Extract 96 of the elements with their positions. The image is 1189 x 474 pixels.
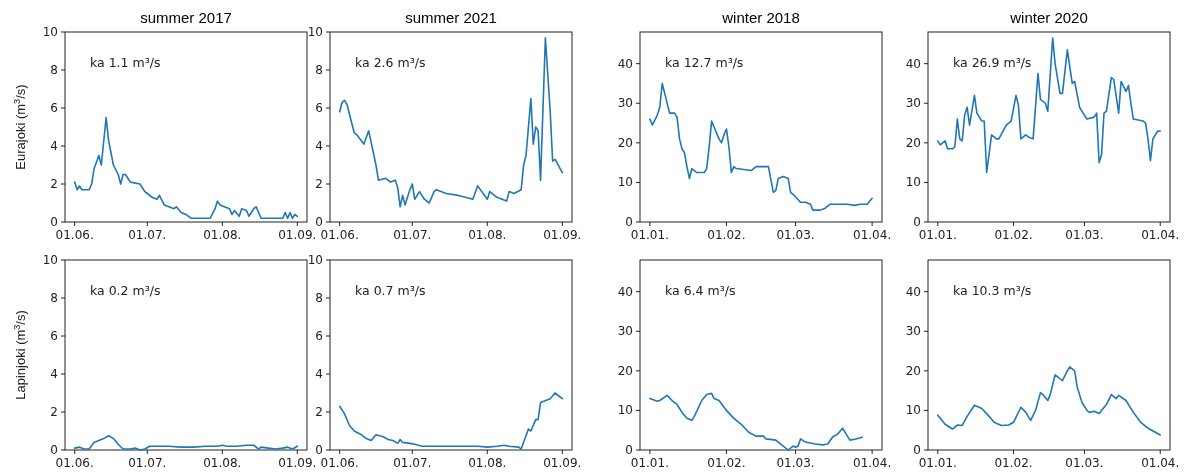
y-tick-label: 4 — [315, 139, 323, 153]
y-tick-label: 30 — [905, 324, 921, 339]
y-tick-label: 6 — [50, 101, 58, 115]
x-tick-label: 01.01. — [630, 456, 669, 470]
line-series — [649, 82, 873, 211]
y-tick-label: 10 — [42, 253, 58, 267]
y-tick-label: 0 — [625, 215, 633, 229]
x-tick-label: 01.04. — [1141, 228, 1180, 242]
y-tick-label: 30 — [617, 324, 633, 339]
annotation: ka 6.4 m³/s — [665, 283, 736, 298]
x-tick-label: 01.02. — [707, 228, 746, 242]
y-tick-label: 8 — [50, 291, 58, 305]
y-tick-label: 2 — [50, 405, 58, 419]
y-tick-label: 20 — [617, 363, 633, 378]
y-tick-label: 8 — [50, 63, 58, 77]
annotation: ka 1.1 m³/s — [90, 55, 161, 70]
y-tick-label: 8 — [315, 291, 323, 305]
annotation: ka 0.2 m³/s — [90, 283, 161, 298]
y-tick-label: 4 — [50, 367, 58, 381]
y-tick-label: 2 — [315, 177, 323, 191]
x-tick-label: 01.03. — [1065, 456, 1104, 470]
x-tick-label: 01.07. — [393, 228, 432, 242]
y-tick-label: 0 — [315, 215, 323, 229]
y-tick-label: 0 — [50, 443, 58, 457]
y-tick-label: 8 — [315, 63, 323, 77]
y-tick-label: 10 — [42, 25, 58, 39]
y-tick-label: 40 — [617, 56, 633, 71]
chart-title: summer 2021 — [405, 9, 497, 26]
x-tick-label: 01.01. — [918, 228, 957, 242]
y-tick-label: 30 — [905, 96, 921, 111]
y-tick-label: 0 — [625, 443, 633, 457]
x-tick-label: 01.06. — [320, 228, 359, 242]
y-tick-label: 10 — [617, 403, 633, 418]
x-tick-label: 01.06. — [320, 456, 359, 470]
x-tick-label: 01.01. — [630, 228, 669, 242]
x-tick-label: 01.07. — [128, 228, 167, 242]
y-tick-label: 40 — [905, 284, 921, 299]
line-series — [338, 392, 564, 450]
x-tick-label: 01.09. — [278, 228, 317, 242]
x-tick-label: 01.03. — [776, 228, 815, 242]
y-tick-label: 20 — [905, 363, 921, 378]
y-tick-label: 40 — [617, 284, 633, 299]
y-tick-label: 10 — [905, 175, 921, 190]
x-tick-label: 01.04. — [1141, 456, 1180, 470]
x-tick-label: 01.01. — [918, 456, 957, 470]
x-tick-label: 01.04. — [853, 456, 892, 470]
annotation: ka 0.7 m³/s — [355, 283, 426, 298]
y-tick-label: 0 — [913, 443, 921, 457]
x-tick-label: 01.07. — [128, 456, 167, 470]
y-tick-label: 10 — [307, 253, 323, 267]
x-tick-label: 01.08. — [203, 456, 242, 470]
y-tick-label: 4 — [315, 367, 323, 381]
x-tick-label: 01.09. — [278, 456, 317, 470]
y-tick-label: 6 — [50, 329, 58, 343]
y-tick-label: 0 — [50, 215, 58, 229]
y-tick-label: 6 — [315, 101, 323, 115]
y-tick-label: 10 — [905, 403, 921, 418]
line-series — [73, 116, 299, 219]
y-tick-label: 10 — [307, 25, 323, 39]
annotation: ka 12.7 m³/s — [665, 55, 744, 70]
y-tick-label: 4 — [50, 139, 58, 153]
line-series — [338, 36, 564, 208]
y-tick-label: 20 — [617, 135, 633, 150]
x-tick-label: 01.06. — [55, 228, 94, 242]
y-tick-label: 6 — [315, 329, 323, 343]
x-tick-label: 01.06. — [55, 456, 94, 470]
y-tick-label: 30 — [617, 96, 633, 111]
chart-title: winter 2018 — [721, 9, 800, 26]
x-tick-label: 01.07. — [393, 456, 432, 470]
annotation: ka 10.3 m³/s — [953, 283, 1032, 298]
y-tick-label: 10 — [617, 175, 633, 190]
y-tick-label: 2 — [315, 405, 323, 419]
annotation: ka 26.9 m³/s — [953, 55, 1032, 70]
line-series — [936, 37, 1162, 174]
x-tick-label: 01.08. — [468, 228, 507, 242]
x-tick-label: 01.02. — [707, 456, 746, 470]
x-tick-label: 01.08. — [203, 228, 242, 242]
x-tick-label: 01.08. — [468, 456, 507, 470]
line-series — [936, 366, 1162, 436]
y-tick-label: 20 — [905, 135, 921, 150]
x-tick-label: 01.02. — [994, 228, 1033, 242]
chart-title: summer 2017 — [140, 9, 232, 26]
x-tick-label: 01.09. — [543, 228, 582, 242]
x-tick-label: 01.02. — [994, 456, 1033, 470]
y-tick-label: 40 — [905, 56, 921, 71]
y-tick-label: 0 — [913, 215, 921, 229]
y-tick-label: 0 — [315, 443, 323, 457]
annotation: ka 2.6 m³/s — [355, 55, 426, 70]
x-tick-label: 01.09. — [543, 456, 582, 470]
y-tick-label: 2 — [50, 177, 58, 191]
x-tick-label: 01.03. — [776, 456, 815, 470]
line-series — [649, 392, 864, 451]
x-tick-label: 01.04. — [853, 228, 892, 242]
line-series — [73, 434, 299, 451]
x-tick-label: 01.03. — [1065, 228, 1104, 242]
chart-title: winter 2020 — [1009, 9, 1088, 26]
